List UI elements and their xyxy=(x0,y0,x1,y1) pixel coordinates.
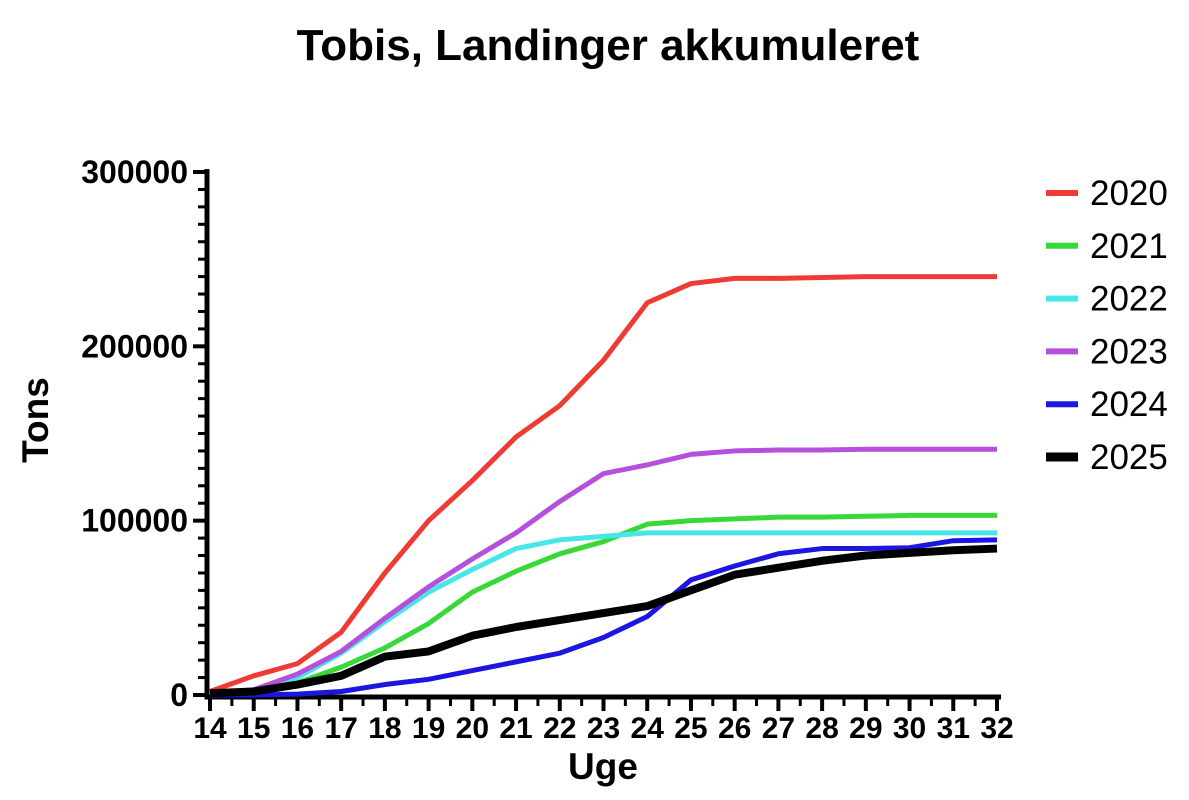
x-tick-label: 18 xyxy=(368,712,401,745)
series-line-2024 xyxy=(210,537,998,698)
x-tick-label: 31 xyxy=(937,712,970,745)
legend-item-2021: 2021 xyxy=(1046,227,1168,266)
series-lines xyxy=(209,274,998,698)
chart-title: Tobis, Landinger akkumuleret xyxy=(297,21,920,70)
x-tick-label: 26 xyxy=(718,712,751,745)
x-tick-label: 29 xyxy=(849,712,882,745)
axes: 14 15 16 17 18 19 20 21 22 23 24 25 26 27 28 29 30 31 32 0 1… xyxy=(81,154,1013,745)
series-line-2021 xyxy=(209,512,997,696)
y-tick-label: 0 xyxy=(170,677,188,713)
series-line-2025 xyxy=(209,544,998,698)
x-tick-label: 30 xyxy=(893,712,926,745)
legend-label-2023: 2023 xyxy=(1090,332,1168,371)
series-line-2020 xyxy=(209,274,997,694)
x-tick-label: 32 xyxy=(980,712,1013,745)
legend-item-2025: 2025 xyxy=(1046,438,1168,477)
x-tick-label: 21 xyxy=(499,712,532,745)
x-tick-label: 14 xyxy=(193,712,227,745)
series-line-2023 xyxy=(209,446,997,696)
legend-item-2023: 2023 xyxy=(1046,332,1168,371)
legend-item-2020: 2020 xyxy=(1046,174,1168,213)
x-tick-label: 16 xyxy=(281,712,314,745)
x-tick-label: 20 xyxy=(456,712,489,745)
legend-label-2024: 2024 xyxy=(1090,385,1168,424)
x-tick-label: 23 xyxy=(587,712,620,745)
x-tick-label: 28 xyxy=(805,712,838,745)
x-tick-label: 15 xyxy=(237,712,270,745)
y-tick-label: 100000 xyxy=(81,503,188,539)
legend-item-2022: 2022 xyxy=(1046,280,1168,319)
legend-label-2020: 2020 xyxy=(1090,174,1168,213)
legend: 2020 2021 2022 2023 2024 2025 xyxy=(1046,174,1168,477)
x-tick-label: 19 xyxy=(412,712,445,745)
legend-item-2024: 2024 xyxy=(1046,385,1168,424)
legend-label-2025: 2025 xyxy=(1090,438,1168,477)
legend-label-2021: 2021 xyxy=(1090,227,1168,266)
x-tick-label: 25 xyxy=(674,712,707,745)
y-tick-label: 300000 xyxy=(81,154,188,190)
y-axis-title: Tons xyxy=(15,377,56,463)
x-tick-label: 24 xyxy=(631,712,665,745)
x-axis-title: Uge xyxy=(568,746,638,787)
legend-label-2022: 2022 xyxy=(1090,280,1168,319)
x-tick-label: 22 xyxy=(543,712,576,745)
x-tick-label: 27 xyxy=(762,712,795,745)
x-tick-label: 17 xyxy=(324,712,357,745)
y-tick-label: 200000 xyxy=(81,328,188,364)
